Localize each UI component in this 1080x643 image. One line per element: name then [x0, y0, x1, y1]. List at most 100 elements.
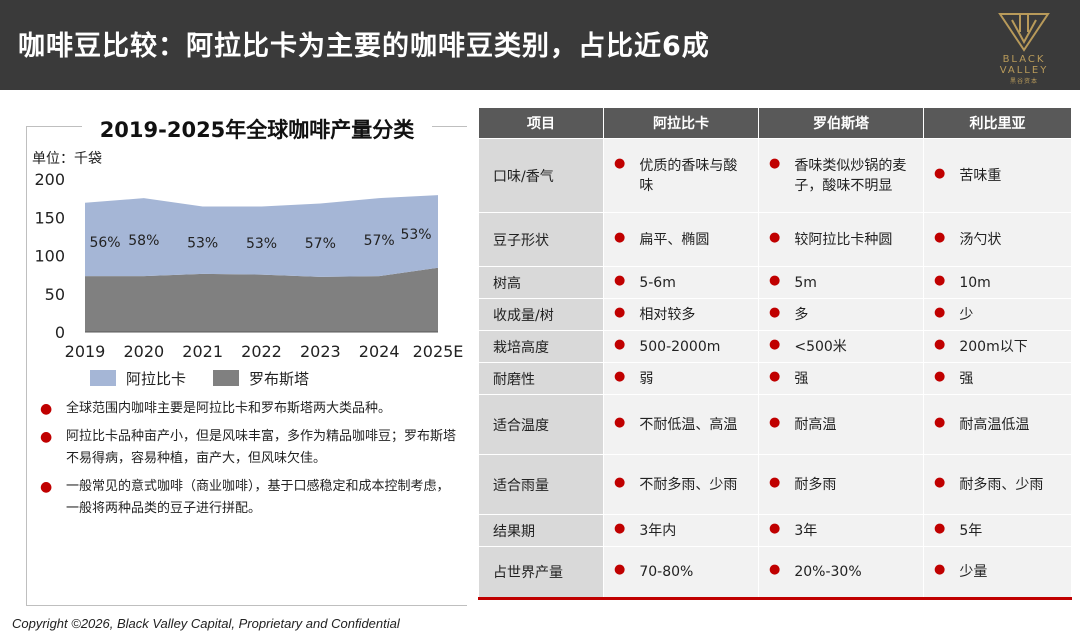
cell-text: 3年内 — [639, 522, 677, 539]
bullet-dot-icon: ● — [614, 229, 626, 245]
bullet-dot-icon: ● — [40, 479, 53, 495]
table-cell: ● 强 — [758, 362, 924, 395]
bullet-dot-icon: ● — [769, 520, 781, 536]
table-cell: ● <500米 — [758, 330, 924, 363]
bullet-dot-icon: ● — [769, 474, 781, 490]
table-cell: ● 扁平、椭圆 — [603, 212, 759, 267]
chart-unit-label: 单位：千袋 — [32, 151, 102, 167]
share-data-label: 53% — [187, 236, 218, 252]
bullet-dot-icon: ● — [934, 368, 946, 384]
table-row: 结果期 ● 3年内 ● 3年 ● 5年 — [478, 514, 1072, 547]
cell-text: 耐多雨、少雨 — [959, 476, 1044, 493]
production-area-chart: 0 50 100 150 200 2019 2020 2021 2022 2023 2024 2025… — [34, 170, 463, 388]
row-label: 口味/香气 — [478, 138, 604, 213]
bullet-dot-icon: ● — [934, 229, 946, 245]
table-cell: ● 汤勺状 — [923, 212, 1072, 267]
table-header-row: 项目 阿拉比卡 罗伯斯塔 利比里亚 — [478, 107, 1072, 139]
cell-text: 不耐多雨、少雨 — [639, 476, 738, 493]
cell-text: 少 — [959, 306, 974, 323]
logo-mark-icon — [998, 13, 1050, 52]
bullet-dot-icon: ● — [769, 368, 781, 384]
legend-label-robusta: 罗布斯塔 — [249, 370, 309, 388]
note-text: 一般常见的意式咖啡（商业咖啡），基于口感稳定和成本控制考虑，一般将两种品类的豆子… — [66, 479, 450, 516]
cell-text: 多 — [794, 306, 809, 323]
x-tick-label: 2021 — [182, 342, 223, 361]
bullet-dot-icon: ● — [934, 304, 946, 320]
bullet-dot-icon: ● — [40, 429, 53, 445]
bullet-dot-icon: ● — [934, 165, 946, 181]
cell-text: 汤勺状 — [959, 231, 1002, 248]
table-cell: ● 弱 — [603, 362, 759, 395]
cell-text: 少量 — [959, 564, 988, 580]
cell-text: 强 — [794, 370, 809, 387]
bullet-dot-icon: ● — [769, 414, 781, 430]
cell-text: 相对较多 — [639, 306, 696, 323]
table-cell: ● 强 — [923, 362, 1072, 395]
bullet-dot-icon: ● — [614, 474, 626, 490]
bullet-dot-icon: ● — [769, 155, 781, 171]
row-label: 结果期 — [478, 514, 604, 547]
row-label: 收成量/树 — [478, 298, 604, 331]
note-item: ● 一般常见的意式咖啡（商业咖啡），基于口感稳定和成本控制考虑，一般将两种品类的豆… — [40, 476, 460, 520]
table-cell: ● 10m — [923, 266, 1072, 299]
table-cell: ● 5-6m — [603, 266, 759, 299]
table-cell: ● 耐高温 — [758, 394, 924, 455]
bullet-dot-icon: ● — [934, 272, 946, 288]
table-cell: ● 3年 — [758, 514, 924, 547]
note-item: ● 全球范围内咖啡主要是阿拉比卡和罗布斯塔两大类品种。 — [40, 398, 460, 420]
column-header: 阿拉比卡 — [603, 107, 759, 139]
cell-text: 弱 — [639, 370, 654, 387]
bullet-dot-icon: ● — [769, 562, 781, 577]
column-header: 项目 — [478, 107, 604, 139]
cell-text: 不耐低温、高温 — [639, 416, 738, 433]
row-label: 栽培高度 — [478, 330, 604, 363]
cell-text: 5年 — [959, 522, 983, 539]
table-cell: ● 相对较多 — [603, 298, 759, 331]
share-data-label: 58% — [128, 233, 159, 249]
bullet-dot-icon: ● — [40, 401, 53, 417]
column-header: 利比里亚 — [923, 107, 1072, 139]
notes-list: ● 全球范围内咖啡主要是阿拉比卡和罗布斯塔两大类品种。 ● 阿拉比卡品种亩产小，但是… — [40, 398, 460, 526]
legend-swatch-arabica — [90, 370, 116, 386]
company-logo: BLACK VALLEY 黑谷资本 — [976, 12, 1072, 85]
y-tick-label: 50 — [45, 285, 65, 304]
bullet-dot-icon: ● — [934, 562, 946, 577]
cell-text: 70-80% — [639, 564, 694, 580]
table-cell: ● 70-80% — [603, 546, 759, 600]
share-data-label: 57% — [364, 233, 395, 249]
table-row: 适合雨量 ● 不耐多雨、少雨 ● 耐多雨 ● 耐多雨、少雨 — [478, 454, 1072, 515]
table-cell: ● 少 — [923, 298, 1072, 331]
comparison-table: 项目 阿拉比卡 罗伯斯塔 利比里亚 口味/香气 ● 优质的香味与酸味 ● 香味类似炒… — [478, 107, 1072, 600]
bullet-dot-icon: ● — [769, 304, 781, 320]
bullet-dot-icon: ● — [614, 562, 626, 577]
cell-text: <500米 — [794, 338, 847, 355]
cell-text: 5m — [794, 274, 817, 291]
cell-text: 耐多雨 — [794, 476, 837, 493]
bullet-dot-icon: ● — [614, 304, 626, 320]
cell-text: 耐高温低温 — [959, 416, 1030, 433]
row-label: 适合温度 — [478, 394, 604, 455]
bullet-dot-icon: ● — [614, 155, 626, 171]
cell-text: 较阿拉比卡种圆 — [794, 231, 893, 248]
share-data-label: 57% — [305, 236, 336, 252]
cell-text: 优质的香味与酸味 — [639, 157, 738, 194]
share-data-label: 53% — [246, 236, 277, 252]
copyright-footer: Copyright ©2026, Black Valley Capital, P… — [12, 616, 400, 631]
table-row: 口味/香气 ● 优质的香味与酸味 ● 香味类似炒锅的麦子，酸味不明显 ● 苦味重 — [478, 138, 1072, 213]
cell-text: 10m — [959, 274, 991, 291]
row-label: 适合雨量 — [478, 454, 604, 515]
cell-text: 耐高温 — [794, 416, 837, 433]
cell-text: 5-6m — [639, 274, 676, 291]
bullet-dot-icon: ● — [614, 520, 626, 536]
table-row: 适合温度 ● 不耐低温、高温 ● 耐高温 ● 耐高温低温 — [478, 394, 1072, 455]
cell-text: 扁平、椭圆 — [639, 231, 710, 248]
bullet-dot-icon: ● — [614, 368, 626, 384]
note-text: 阿拉比卡品种亩产小，但是风味丰富，多作为精品咖啡豆；罗布斯塔不易得病，容易种植，… — [66, 429, 457, 466]
row-label: 耐磨性 — [478, 362, 604, 395]
table-row: 栽培高度 ● 500-2000m ● <500米 ● 200m以下 — [478, 330, 1072, 363]
table-cell: ● 耐多雨、少雨 — [923, 454, 1072, 515]
cell-text: 3年 — [794, 522, 818, 539]
table-row: 占世界产量 ● 70-80% ● 20%-30% ● 少量 — [478, 546, 1072, 600]
table-cell: ● 耐多雨 — [758, 454, 924, 515]
header-bar: 咖啡豆比较：阿拉比卡为主要的咖啡豆类别，占比近6成 BLACK VALLEY 黑… — [0, 0, 1080, 90]
